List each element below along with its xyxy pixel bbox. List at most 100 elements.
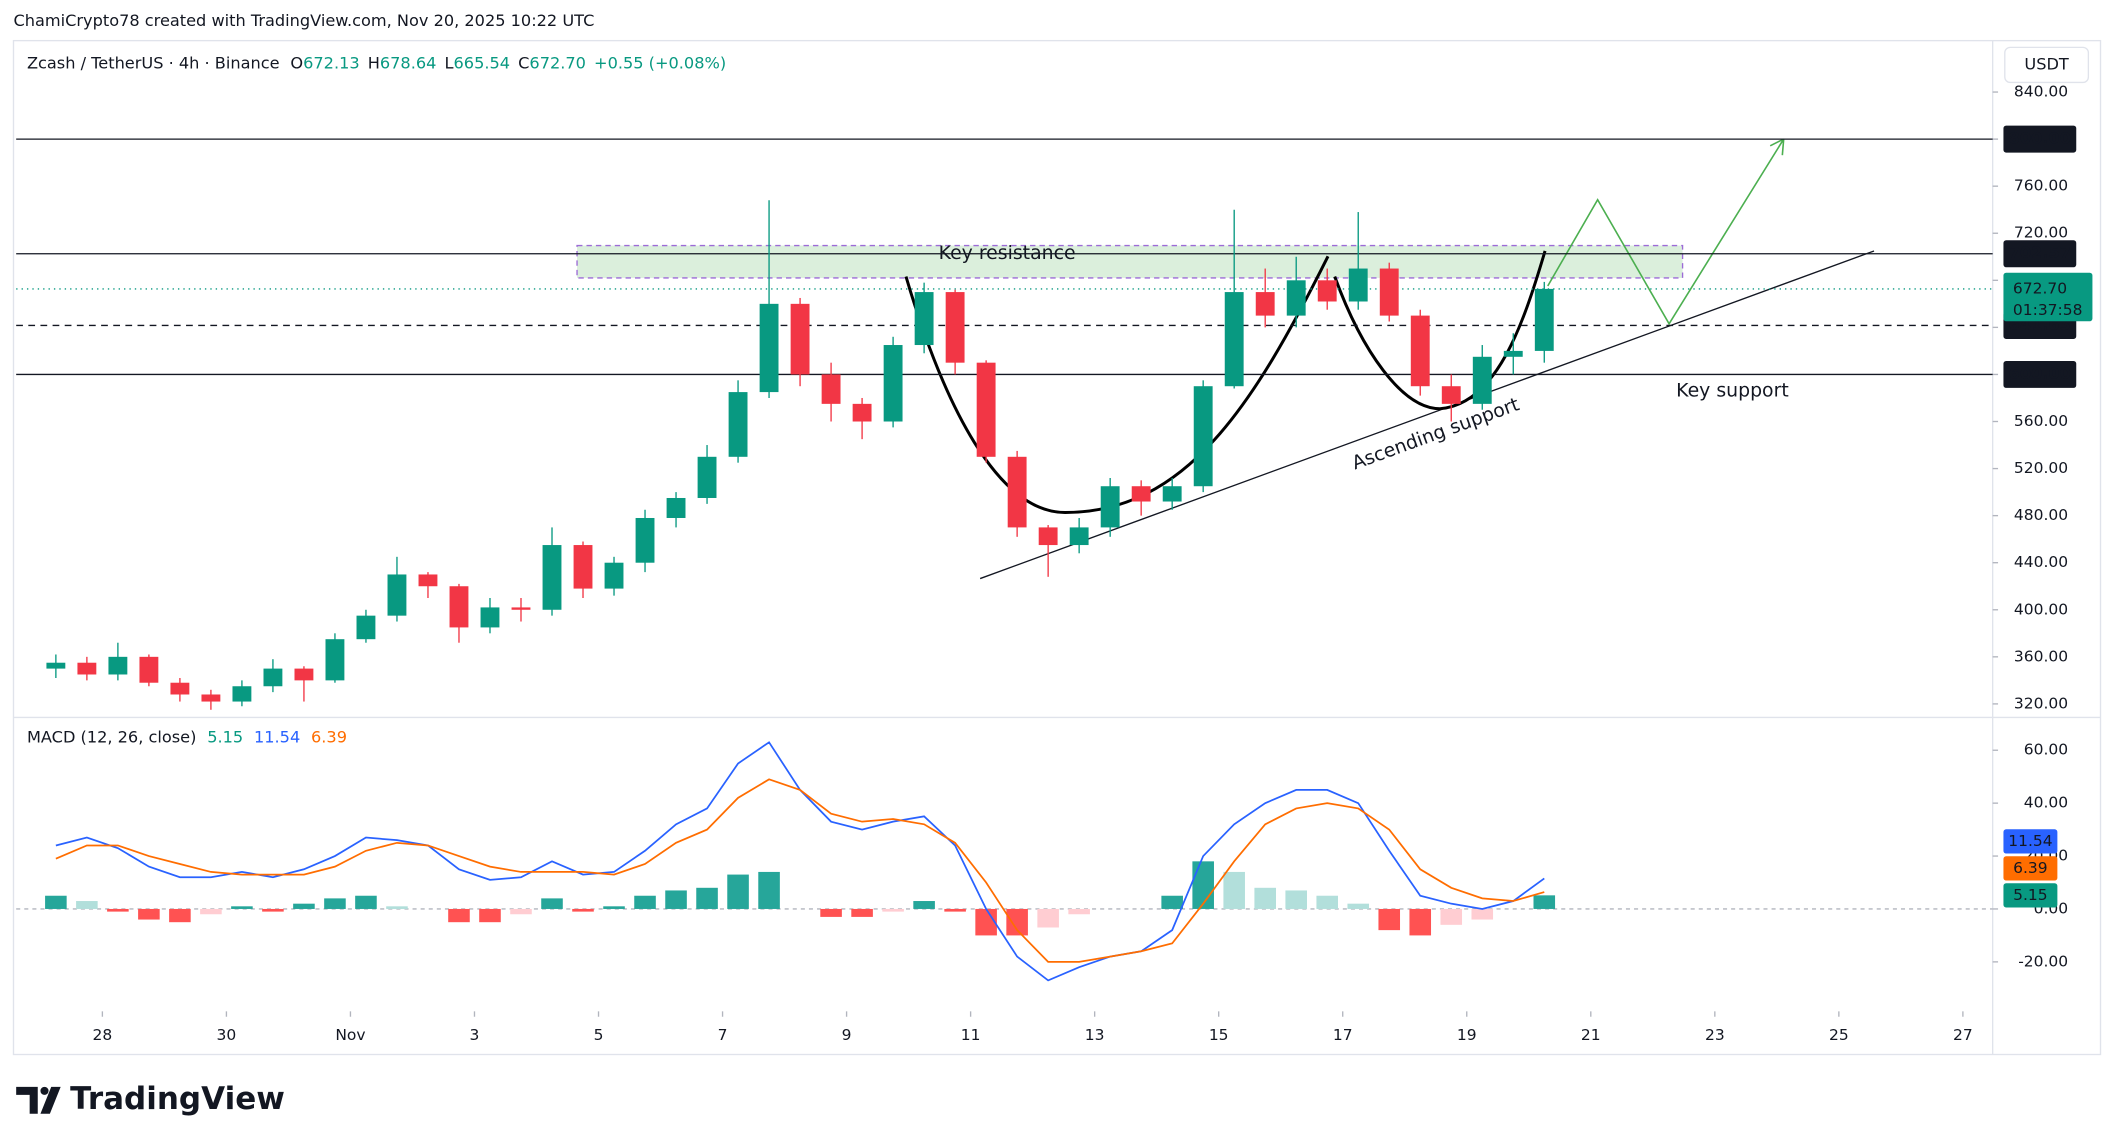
candle-body — [976, 362, 996, 457]
ohlc-value: 678.64 — [380, 53, 437, 72]
candle-body — [1038, 527, 1058, 546]
candle-body — [1503, 350, 1523, 357]
ohlc-key: L — [445, 53, 454, 72]
histogram-bar — [1285, 890, 1307, 909]
candle-body — [604, 562, 624, 589]
macd-legend-value: 5.15 — [207, 727, 243, 746]
x-tick-label: 21 — [1581, 1026, 1601, 1044]
level-label: 800.00 — [2009, 129, 2071, 148]
annotation: Key support — [1676, 380, 1789, 402]
x-tick-label: 15 — [1209, 1026, 1229, 1044]
currency[interactable]: USDT — [2024, 54, 2069, 73]
ohlc-value: 665.54 — [454, 53, 511, 72]
histogram-bar — [510, 908, 532, 915]
frame — [12, 39, 2102, 1056]
y-tick-label: 440.00 — [2014, 553, 2068, 571]
resistance-zone — [576, 244, 1684, 279]
projection-arrow — [1547, 138, 1785, 326]
y-tick-label: 840.00 — [2014, 83, 2068, 101]
histogram-bar — [1223, 871, 1245, 909]
x-tick-label: 3 — [470, 1026, 480, 1044]
histogram-bar — [200, 908, 222, 915]
candle-body — [697, 456, 717, 498]
candle-body — [1379, 268, 1399, 316]
candle-body — [1410, 315, 1430, 387]
histogram-bar — [913, 901, 935, 909]
symbol-header: Zcash / TetherUS · 4h · Binance O672.13 H6… — [27, 53, 726, 72]
histogram-bar — [1161, 895, 1183, 909]
histogram-bar — [45, 895, 67, 909]
candle-body — [1472, 356, 1492, 404]
histogram-bar — [727, 874, 749, 909]
histogram-bar — [1316, 895, 1339, 909]
histogram-bar — [1068, 908, 1090, 915]
histogram-bar — [882, 908, 904, 912]
histogram-bar — [107, 908, 129, 912]
y-tick-label: 760.00 — [2014, 177, 2068, 195]
histogram-bar — [572, 908, 594, 912]
x-tick-label: 25 — [1829, 1026, 1849, 1044]
candle-body — [666, 497, 686, 518]
macd-legend-value: 11.54 — [254, 727, 300, 746]
candle-body — [635, 517, 655, 563]
candle-body — [418, 574, 438, 587]
candle-body — [108, 656, 128, 675]
macd-badge — [2003, 883, 2058, 908]
logo-dot — [40, 1086, 49, 1095]
macd-legend: MACD (12, 26, close) 5.15 11.54 6.39 — [27, 727, 347, 746]
candle-body — [170, 682, 190, 695]
histogram-bar — [758, 871, 780, 909]
level-label: 702.57 — [2009, 243, 2071, 262]
candle-body — [1007, 456, 1027, 528]
macd-line — [55, 741, 1545, 982]
candle-body — [1224, 292, 1244, 387]
candle-body — [1286, 280, 1306, 316]
x-tick-label: 23 — [1705, 1026, 1725, 1044]
candle-body — [449, 586, 469, 628]
candle-body — [480, 607, 500, 628]
brand: TradingView — [70, 1081, 285, 1117]
candle-body — [1131, 486, 1151, 502]
histogram-bar — [76, 901, 98, 909]
histogram-bar — [1533, 895, 1556, 909]
x-tick-label: Nov — [335, 1026, 365, 1044]
last-price-badge — [2003, 272, 2093, 322]
candle-body — [294, 668, 314, 681]
candle-body — [542, 545, 562, 610]
candle-body — [1255, 292, 1275, 316]
histogram-bar — [851, 908, 873, 917]
candle-body — [325, 639, 345, 681]
y-tick-label: 360.00 — [2014, 647, 2068, 665]
level-badge — [2003, 360, 2077, 388]
macd-y-tick-label: 40.00 — [2024, 794, 2068, 812]
histogram-bar — [479, 908, 501, 923]
countdown: 01:37:58 — [2013, 301, 2083, 319]
ohlc-value: 672.70 — [529, 53, 586, 72]
x-tick-label: 30 — [217, 1026, 237, 1044]
histogram-bar — [386, 906, 408, 909]
candle-body — [387, 574, 407, 616]
histogram-bar — [1006, 908, 1028, 936]
candle-body — [1441, 386, 1461, 404]
y-tick-label: 720.00 — [2014, 224, 2068, 242]
histogram-bar — [448, 908, 470, 923]
histogram-bar — [541, 898, 563, 909]
histogram-bar — [324, 898, 346, 909]
candle-body — [1534, 288, 1554, 351]
macd-line — [55, 778, 1545, 963]
y-tick-label: 400.00 — [2014, 600, 2068, 618]
currency-button[interactable] — [2004, 46, 2090, 84]
histogram-bar — [944, 908, 966, 912]
candle-body — [573, 545, 593, 589]
candle-body — [232, 686, 252, 702]
histogram-bar — [1254, 887, 1276, 909]
y-tick-label: 520.00 — [2014, 459, 2068, 477]
level-badge — [2003, 240, 2077, 268]
y-tick-label: 560.00 — [2014, 412, 2068, 430]
histogram-bar — [355, 895, 377, 909]
histogram-bar — [1347, 903, 1370, 909]
candle-body — [1317, 280, 1337, 302]
logo-icon — [16, 1086, 61, 1114]
